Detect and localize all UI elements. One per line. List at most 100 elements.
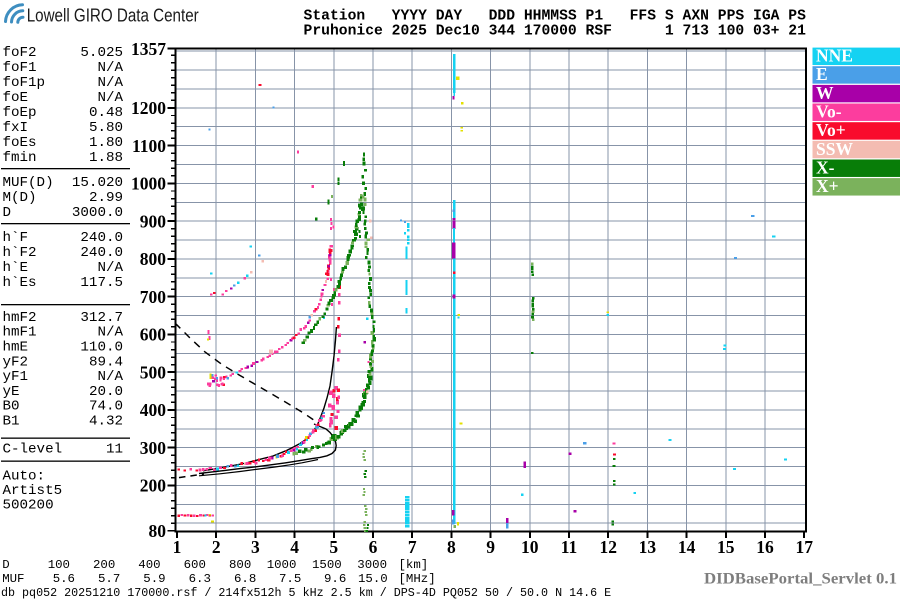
svg-text:B1: B1	[3, 414, 20, 430]
svg-text:14: 14	[678, 537, 696, 557]
svg-text:100: 100	[48, 558, 70, 572]
svg-text:16: 16	[756, 537, 774, 557]
svg-text:1000: 1000	[131, 174, 166, 194]
svg-text:foE: foE	[3, 90, 29, 106]
svg-text:2: 2	[212, 537, 221, 557]
svg-text:300: 300	[140, 438, 167, 458]
svg-text:20.0: 20.0	[89, 384, 123, 400]
svg-text:B0: B0	[3, 399, 20, 415]
svg-text:foF1p: foF1p	[3, 75, 46, 91]
svg-text:500: 500	[140, 362, 167, 382]
svg-text:10: 10	[521, 537, 539, 557]
svg-text:5.80: 5.80	[89, 120, 123, 136]
svg-text:74.0: 74.0	[89, 399, 123, 415]
svg-text:M(D): M(D)	[3, 190, 37, 206]
svg-text:9.6: 9.6	[324, 572, 346, 586]
svg-text:80: 80	[149, 521, 167, 541]
svg-text:foF2: foF2	[3, 45, 37, 61]
svg-text:hmE: hmE	[3, 340, 29, 356]
svg-text:11: 11	[561, 537, 578, 557]
svg-text:Auto:: Auto:	[3, 469, 46, 485]
svg-text:N/A: N/A	[97, 90, 123, 106]
svg-text:7.5: 7.5	[279, 572, 301, 586]
svg-text:E: E	[816, 64, 828, 84]
svg-text:400: 400	[138, 558, 160, 572]
svg-text:0.48: 0.48	[89, 105, 123, 121]
svg-text:Pruhonice 2025 Dec10 344 17000: Pruhonice 2025 Dec10 344 170000 RSF 1 71…	[304, 23, 807, 39]
svg-text:800: 800	[140, 249, 167, 269]
svg-text:1.80: 1.80	[89, 135, 123, 151]
svg-text:6.3: 6.3	[189, 572, 211, 586]
svg-text:SSW: SSW	[816, 139, 853, 159]
svg-text:h`Es: h`Es	[3, 275, 37, 291]
svg-text:1.88: 1.88	[89, 150, 123, 166]
svg-text:15: 15	[717, 537, 735, 557]
svg-text:240.0: 240.0	[80, 245, 123, 261]
svg-text:900: 900	[140, 211, 167, 231]
svg-text:1200: 1200	[131, 98, 166, 118]
svg-text:6: 6	[369, 537, 378, 557]
svg-text:1357: 1357	[131, 39, 166, 59]
svg-text:hmF2: hmF2	[3, 310, 37, 326]
svg-text:Station YYYY DAY DDD HHMMS: Station YYYY DAY DDD HHMMSS P1 FFS S AXN…	[304, 9, 807, 25]
svg-text:D: D	[3, 205, 12, 221]
svg-text:hmF1: hmF1	[3, 325, 37, 341]
svg-text:W: W	[816, 83, 834, 103]
svg-text:5: 5	[329, 537, 338, 557]
svg-text:yF2: yF2	[3, 354, 29, 370]
svg-text:500200: 500200	[3, 497, 54, 513]
svg-text:4.32: 4.32	[89, 414, 123, 430]
svg-text:13: 13	[639, 537, 657, 557]
svg-text:89.4: 89.4	[89, 354, 123, 370]
svg-text:Artist5: Artist5	[3, 483, 63, 499]
svg-text:1500: 1500	[312, 558, 342, 572]
svg-text:N/A: N/A	[97, 60, 123, 76]
svg-text:fxI: fxI	[3, 120, 29, 136]
svg-text:110.0: 110.0	[80, 340, 123, 356]
svg-text:D: D	[2, 558, 9, 572]
svg-text:400: 400	[140, 400, 167, 420]
svg-text:8: 8	[447, 537, 456, 557]
svg-text:200: 200	[93, 558, 115, 572]
svg-text:C-level: C-level	[3, 442, 63, 458]
svg-text:7: 7	[408, 537, 417, 557]
svg-text:12: 12	[599, 537, 617, 557]
svg-text:fmin: fmin	[3, 150, 37, 166]
svg-text:5.025: 5.025	[80, 45, 123, 61]
svg-text:N/A: N/A	[97, 75, 123, 91]
svg-text:foF1: foF1	[3, 60, 37, 76]
svg-text:600: 600	[184, 558, 206, 572]
svg-text:240.0: 240.0	[80, 230, 123, 246]
svg-text:X-: X-	[816, 158, 835, 178]
svg-text:15.0: 15.0	[358, 572, 388, 586]
svg-text:312.7: 312.7	[80, 310, 123, 326]
svg-text:Vo+: Vo+	[816, 120, 846, 140]
svg-text:700: 700	[140, 287, 167, 307]
svg-text:9: 9	[486, 537, 495, 557]
svg-text:N/A: N/A	[97, 369, 123, 385]
svg-text:200: 200	[140, 476, 167, 496]
svg-text:MUF: MUF	[2, 572, 24, 586]
svg-text:1: 1	[173, 537, 182, 557]
svg-text:5.6: 5.6	[53, 572, 75, 586]
svg-text:5.9: 5.9	[143, 572, 165, 586]
svg-text:11: 11	[106, 442, 123, 458]
svg-text:17: 17	[795, 537, 813, 557]
svg-text:h`E: h`E	[3, 260, 29, 276]
svg-text:yE: yE	[3, 384, 20, 400]
svg-text:DIDBasePortal_Servlet 0.1: DIDBasePortal_Servlet 0.1	[704, 571, 897, 588]
svg-text:[km]: [km]	[399, 558, 429, 572]
svg-text:15.020: 15.020	[72, 175, 123, 191]
svg-text:5.7: 5.7	[98, 572, 120, 586]
svg-text:1100: 1100	[132, 136, 166, 156]
svg-text:foEs: foEs	[3, 135, 37, 151]
svg-text:3000: 3000	[357, 558, 387, 572]
svg-text:h`F2: h`F2	[3, 245, 37, 261]
svg-text:[MHz]: [MHz]	[399, 572, 436, 586]
svg-text:1000: 1000	[267, 558, 297, 572]
svg-text:N/A: N/A	[97, 260, 123, 276]
svg-text:NNE: NNE	[816, 46, 853, 66]
svg-text:3: 3	[251, 537, 260, 557]
svg-text:MUF(D): MUF(D)	[3, 175, 54, 191]
svg-text:4: 4	[290, 537, 299, 557]
